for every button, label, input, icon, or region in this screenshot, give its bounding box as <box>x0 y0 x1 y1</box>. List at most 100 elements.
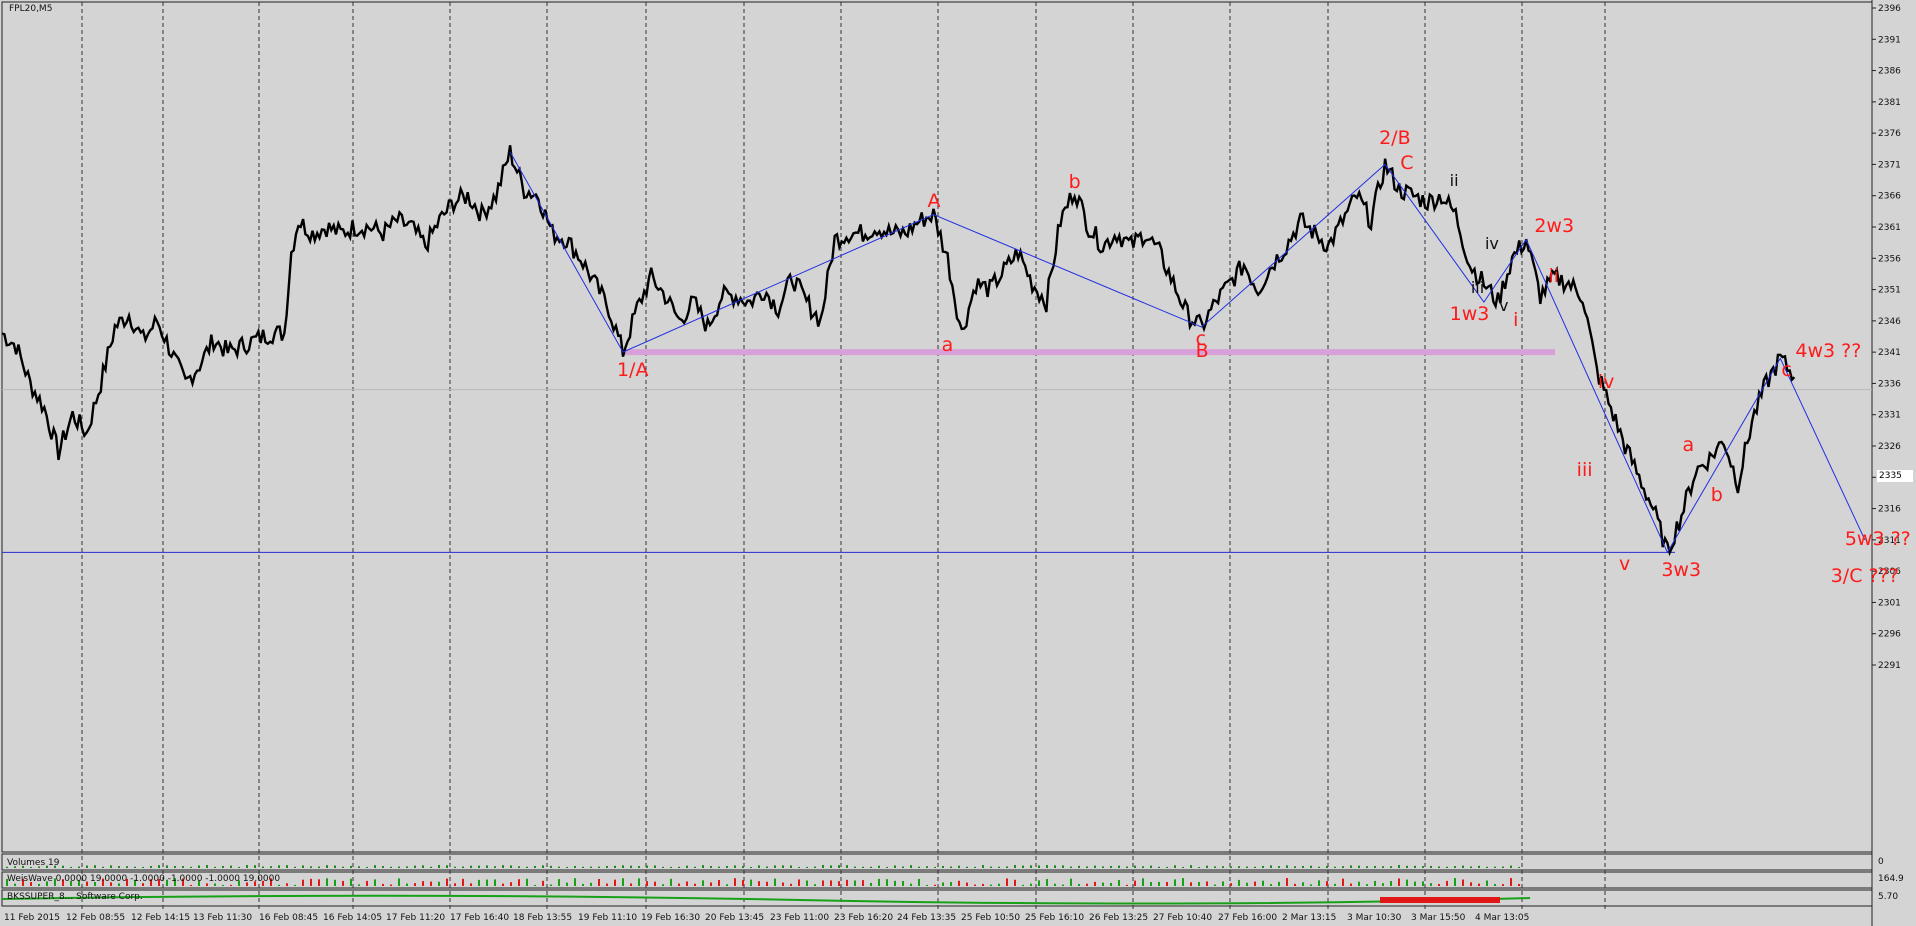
volume-bar <box>422 865 424 868</box>
volume-bar <box>1070 866 1072 868</box>
weiswave-bar <box>350 878 352 886</box>
weiswave-bar <box>1326 881 1328 886</box>
weiswave-bar <box>470 883 472 886</box>
weiswave-indicator-title: WeisWave 0.0000 19.0000 -1.0000 -1.0000 … <box>7 874 281 884</box>
weiswave-bar <box>270 878 272 886</box>
volume-bar <box>462 866 464 868</box>
weiswave-bar <box>1382 883 1384 886</box>
x-tick-label: 12 Feb 14:15 <box>131 913 190 923</box>
weiswave-bar <box>342 880 344 886</box>
x-tick-label: 20 Feb 13:45 <box>705 913 764 923</box>
weiswave-bar <box>254 881 256 886</box>
volume-bar <box>150 866 152 868</box>
volume-bar <box>1438 866 1440 868</box>
weiswave-bar <box>910 883 912 886</box>
weiswave-bar <box>1414 881 1416 886</box>
weiswave-bar <box>1054 883 1056 886</box>
weiswave-bar <box>6 878 8 886</box>
weiswave-bar <box>358 884 360 886</box>
volume-bar <box>1086 866 1088 868</box>
weiswave-bar <box>814 884 816 886</box>
volume-bar <box>478 865 480 868</box>
wave-annotation-label: 1/A <box>616 358 649 381</box>
weiswave-bar <box>566 882 568 886</box>
weiswave-bar <box>694 883 696 886</box>
weiswave-bar <box>334 879 336 886</box>
volume-bar <box>590 866 592 868</box>
volume-bar <box>1006 866 1008 868</box>
weiswave-bar <box>1086 883 1088 886</box>
volume-bar <box>542 865 544 868</box>
weiswave-bar <box>198 880 200 886</box>
weiswave-bar <box>1206 881 1208 886</box>
weiswave-bar <box>414 883 416 886</box>
y-tick-label: 2341 <box>1878 348 1901 358</box>
weiswave-bar <box>1510 878 1512 886</box>
volume-bar <box>694 866 696 868</box>
weiswave-bar <box>1046 879 1048 886</box>
symbol-title: FPL20,M5 <box>9 4 53 14</box>
volume-bar <box>1518 866 1520 868</box>
weiswave-bar <box>86 881 88 886</box>
weiswave-bar <box>30 882 32 886</box>
weiswave-bar <box>366 880 368 886</box>
x-tick-label: 3 Mar 15:50 <box>1411 913 1466 923</box>
wave-annotation-label: A <box>927 189 941 212</box>
weiswave-bar <box>1518 883 1520 886</box>
volume-bar <box>862 866 864 868</box>
volume-bar <box>294 866 296 868</box>
weiswave-scale-value: 164.9 <box>1878 874 1904 884</box>
volume-bar <box>1110 866 1112 868</box>
volume-bar <box>846 865 848 868</box>
volume-bar <box>910 865 912 868</box>
volume-bar <box>438 865 440 868</box>
volume-bar <box>1126 866 1128 868</box>
weiswave-bar <box>614 879 616 886</box>
x-tick-label: 16 Feb 08:45 <box>259 913 318 923</box>
weiswave-bar <box>822 880 824 886</box>
volume-bar <box>774 865 776 868</box>
weiswave-bar <box>1230 883 1232 886</box>
volume-bar <box>654 865 656 868</box>
volume-bar <box>166 865 168 868</box>
volume-bar <box>918 866 920 868</box>
wave-annotation-label: B <box>1195 340 1209 363</box>
volume-bar <box>398 866 400 868</box>
volume-bar <box>1310 865 1312 868</box>
x-tick-label: 27 Feb 16:00 <box>1218 913 1277 923</box>
price-series-line <box>1 145 1796 557</box>
volume-bar <box>350 865 352 868</box>
weiswave-bar <box>958 880 960 886</box>
volume-bar <box>454 866 456 868</box>
weiswave-bar <box>238 880 240 886</box>
volume-bar <box>886 866 888 868</box>
volume-bar <box>1022 865 1024 868</box>
weiswave-bar <box>766 881 768 886</box>
volume-bar <box>998 866 1000 868</box>
volume-bar <box>1038 865 1040 868</box>
volume-bar <box>1454 866 1456 868</box>
volume-bar <box>1102 866 1104 868</box>
volume-bar <box>214 866 216 868</box>
volume-bar <box>982 865 984 868</box>
volume-bar <box>1214 866 1216 868</box>
volume-bar <box>1414 865 1416 868</box>
volume-bar <box>798 866 800 868</box>
weiswave-bar <box>942 882 944 886</box>
volume-bar <box>630 865 632 868</box>
volume-bar <box>1350 865 1352 868</box>
x-tick-label: 23 Feb 16:20 <box>834 913 893 923</box>
weiswave-bar <box>750 879 752 886</box>
weiswave-bar <box>1110 882 1112 886</box>
volume-bar <box>1462 865 1464 868</box>
volume-bar <box>902 866 904 868</box>
x-tick-label: 13 Feb 11:30 <box>193 913 252 923</box>
volume-bar <box>1486 866 1488 868</box>
bkssuper-line <box>1 894 1531 905</box>
volume-bar <box>46 865 48 868</box>
volume-bar <box>806 866 808 868</box>
volume-bar <box>302 865 304 868</box>
weiswave-bar <box>774 878 776 886</box>
